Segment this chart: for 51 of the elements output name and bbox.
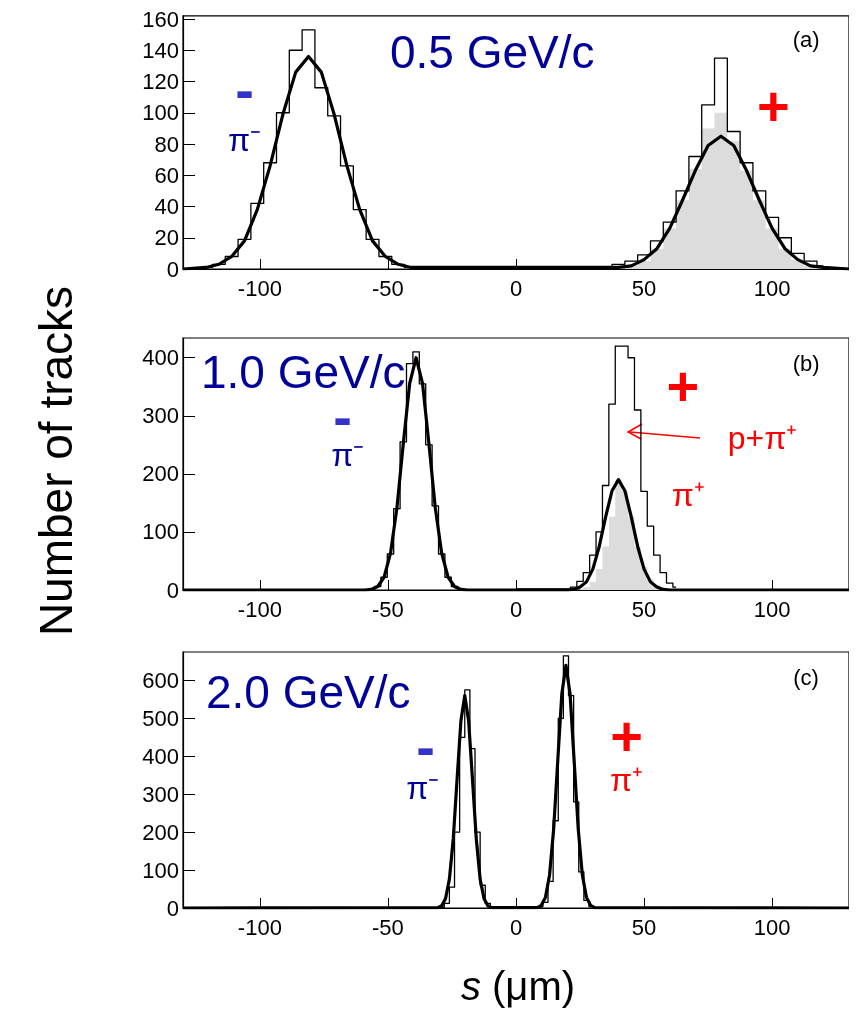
y-tick-label: 160 [142,6,179,32]
annotation: π⁺ [671,476,705,513]
annotation: π⁻ [228,121,262,158]
annotation: (a) [792,27,820,52]
y-tick-label: 40 [154,194,179,219]
x-tick-label: 50 [631,275,657,301]
x-tick-label: -50 [372,596,404,622]
y-tick-label: 0 [166,256,179,282]
y-tick-label: 100 [142,519,179,545]
annotation: π⁻ [331,436,365,473]
x-tick-label: -50 [372,275,404,301]
y-tick-label: 0 [166,577,179,603]
chart-title: 1.0 GeV/c [201,346,406,398]
x-tick-label: 50 [631,914,657,940]
annotation: + [756,73,790,137]
chart-title: 0.5 GeV/c [390,26,595,78]
x-axis-title: s (μm) [460,964,576,1008]
y-tick-label: 500 [142,705,179,731]
y-tick-label: 100 [142,100,179,126]
x-tick-label: 0 [509,914,523,940]
x-tick-label: -100 [237,596,282,622]
y-tick-label: 100 [142,857,179,883]
y-tick-label: 60 [154,162,179,188]
y-tick-label: 400 [142,743,179,769]
x-tick-label: 0 [509,596,523,622]
x-tick-label: -50 [372,914,404,940]
y-tick-label: 80 [154,131,179,157]
y-tick-label: 140 [142,37,179,63]
x-tick-label: 100 [753,596,791,622]
y-tick-label: 120 [142,69,179,94]
annotation: - [235,57,254,121]
x-tick-label: -100 [237,275,282,301]
x-tick-label: 0 [509,275,523,301]
y-tick-label: 200 [142,819,179,845]
y-tick-label: 0 [166,895,179,921]
annotation: p+π⁺ [727,419,798,456]
y-tick-label: 200 [142,461,179,487]
x-tick-label: 100 [753,275,791,301]
x-tick-label: 50 [631,596,657,622]
annotation: (b) [792,350,820,376]
annotation: (c) [793,665,819,691]
annotation: + [666,353,700,417]
y-tick-label: 300 [142,781,179,807]
x-tick-label: -100 [237,914,282,940]
y-tick-label: 300 [142,403,179,429]
y-axis-title: Number of tracks [30,285,82,637]
y-tick-label: 400 [142,345,179,371]
chart-title: 2.0 GeV/c [206,666,411,718]
x-tick-label: 100 [753,914,791,940]
y-tick-label: 20 [154,225,179,251]
y-tick-label: 600 [142,667,179,693]
